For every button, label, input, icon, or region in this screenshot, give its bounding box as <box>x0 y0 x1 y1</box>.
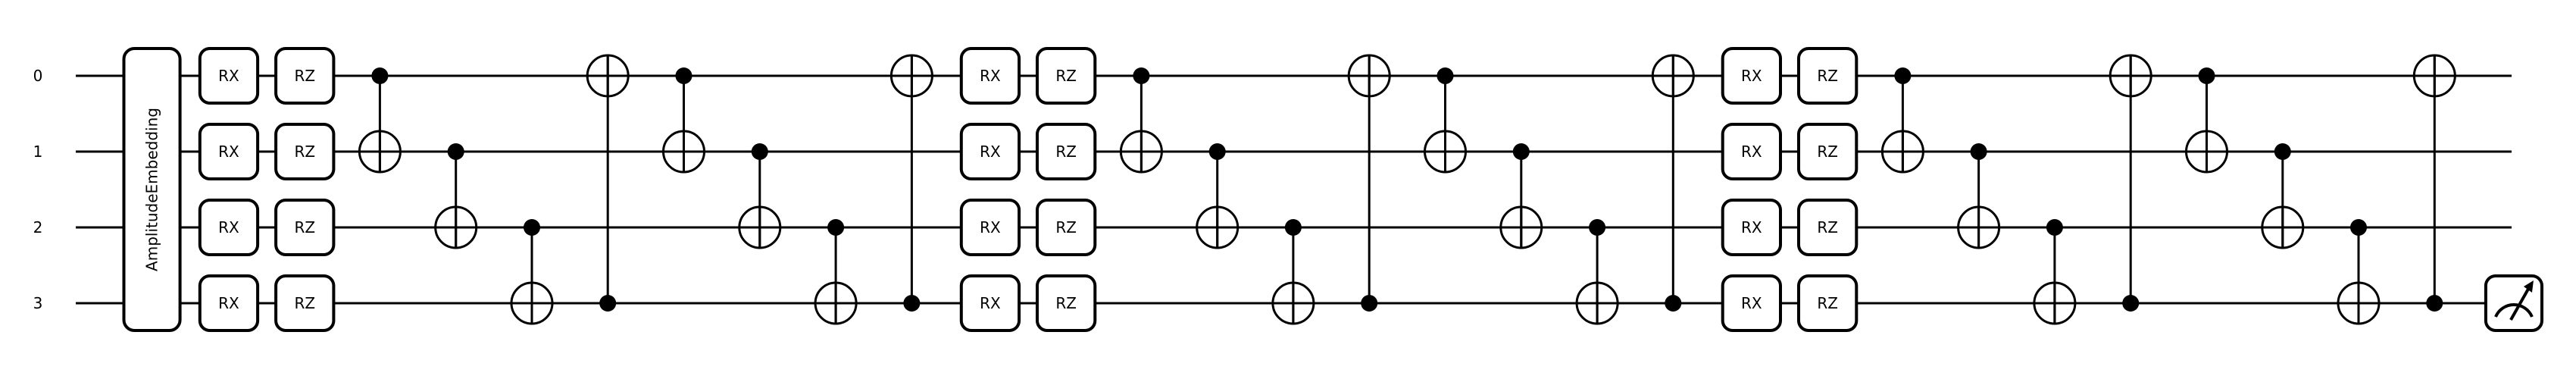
layer1-rx-wire2-box <box>959 199 1021 256</box>
layer1-rz-wire1-box <box>1036 123 1097 180</box>
layer1-rz-wire2-box <box>1036 199 1097 256</box>
layer1-cnot-7-control-dot <box>1665 295 1682 312</box>
layer1-rz-wire3-box <box>1036 274 1097 332</box>
layer1-rz-wire2-label: RZ <box>1055 218 1077 236</box>
layer0-rx-wire0-label: RX <box>218 67 239 85</box>
layer2-cnot-4-control-dot <box>2198 67 2215 84</box>
layer0-cnot-5-control-dot <box>751 143 768 160</box>
layer2-rx-wire0-label: RX <box>1741 67 1762 85</box>
layer2-rz-wire2-label: RZ <box>1817 218 1838 236</box>
layer1-rx-wire1-label: RX <box>980 143 1001 161</box>
layer0-cnot-3-control-dot <box>599 295 617 312</box>
amplitude-embedding-box <box>122 47 182 332</box>
layer2-rx-wire2-box <box>1721 199 1782 256</box>
layer0-rz-wire2-box <box>274 199 336 256</box>
layer2-cnot-6-control-dot <box>2350 219 2367 236</box>
layer0-cnot-4-control-dot <box>675 67 692 84</box>
measure-needle-icon <box>2509 284 2532 321</box>
layer0-cnot-2-control-dot <box>524 219 540 236</box>
layer0-rz-wire1-label: RZ <box>294 143 315 161</box>
layer2-rz-wire1-box <box>1797 123 1859 180</box>
layer2-rx-wire3-label: RX <box>1741 294 1762 312</box>
layer2-rz-wire0-box <box>1797 47 1859 105</box>
wire-label-3: 3 <box>33 294 43 312</box>
amplitude-embedding-label: AmplitudeEmbedding <box>143 108 161 271</box>
layer2-cnot-7-control-dot <box>2426 295 2443 312</box>
layer0-rz-wire0-box <box>274 47 336 105</box>
layer0-cnot-0-control-dot <box>371 67 389 84</box>
layer1-rx-wire3-box <box>959 274 1021 332</box>
layer1-rx-wire2-label: RX <box>980 218 1001 236</box>
layer2-rz-wire3-box <box>1797 274 1859 332</box>
wire-label-0: 0 <box>33 67 43 85</box>
layer1-cnot-1-control-dot <box>1208 143 1226 160</box>
layer0-rx-wire1-label: RX <box>218 143 239 161</box>
layer0-rx-wire1-box <box>198 123 260 180</box>
layer2-rz-wire1-label: RZ <box>1817 143 1838 161</box>
wire-labels: 0 1 2 3 <box>33 67 43 312</box>
layer0-rz-wire0-label: RZ <box>294 67 315 85</box>
layer0-cnot-7-control-dot <box>903 295 921 312</box>
layer1-rx-wire1-box <box>959 123 1021 180</box>
layer1-rz-wire3-label: RZ <box>1055 294 1077 312</box>
layer0-rz-wire1-box <box>274 123 336 180</box>
layer1-rz-wire1-label: RZ <box>1055 143 1077 161</box>
layer1-cnot-0-control-dot <box>1133 67 1150 84</box>
layer0-rx-wire3-label: RX <box>218 294 239 312</box>
gates-layer: AmplitudeEmbedding RX RZ RX RZ RX RZ RX RZ RX RZ RX… <box>122 47 2543 332</box>
layer2-rz-wire2-box <box>1797 199 1859 256</box>
layer0-rx-wire3-box <box>198 274 260 332</box>
layer1-cnot-4-control-dot <box>1436 67 1454 84</box>
layer1-cnot-3-control-dot <box>1361 295 1378 312</box>
layer0-rz-wire2-label: RZ <box>294 218 315 236</box>
layer2-cnot-3-control-dot <box>2122 295 2140 312</box>
layer2-rx-wire0-box <box>1721 47 1782 105</box>
measure-meter-icon <box>2494 303 2534 318</box>
wire-label-1: 1 <box>33 143 43 161</box>
layer2-rx-wire2-label: RX <box>1741 218 1762 236</box>
layer0-rx-wire2-label: RX <box>218 218 239 236</box>
wire-label-2: 2 <box>33 218 43 236</box>
layer2-cnot-2-control-dot <box>2046 219 2063 236</box>
layer1-rz-wire0-label: RZ <box>1055 67 1077 85</box>
layer2-rz-wire3-label: RZ <box>1817 294 1838 312</box>
layer2-cnot-0-control-dot <box>1894 67 1912 84</box>
layer0-rx-wire0-box <box>198 47 260 105</box>
layer1-cnot-6-control-dot <box>1589 219 1606 236</box>
layer2-cnot-1-control-dot <box>1970 143 1987 160</box>
layer1-rx-wire3-label: RX <box>980 294 1001 312</box>
layer2-rx-wire1-label: RX <box>1741 143 1762 161</box>
layer2-rx-wire1-box <box>1721 123 1782 180</box>
layer0-rx-wire2-box <box>198 199 260 256</box>
layer0-cnot-6-control-dot <box>827 219 845 236</box>
layer2-rz-wire0-label: RZ <box>1817 67 1838 85</box>
layer0-rz-wire3-box <box>274 274 336 332</box>
layer0-rz-wire3-label: RZ <box>294 294 315 312</box>
layer1-rx-wire0-box <box>959 47 1021 105</box>
layer0-cnot-1-control-dot <box>447 143 464 160</box>
layer1-cnot-2-control-dot <box>1284 219 1302 236</box>
layer1-cnot-5-control-dot <box>1512 143 1530 160</box>
layer2-cnot-5-control-dot <box>2274 143 2291 160</box>
layer1-rz-wire0-box <box>1036 47 1097 105</box>
layer2-rx-wire3-box <box>1721 274 1782 332</box>
measure-needle-tip-icon <box>2523 280 2534 293</box>
layer1-rx-wire0-label: RX <box>980 67 1001 85</box>
